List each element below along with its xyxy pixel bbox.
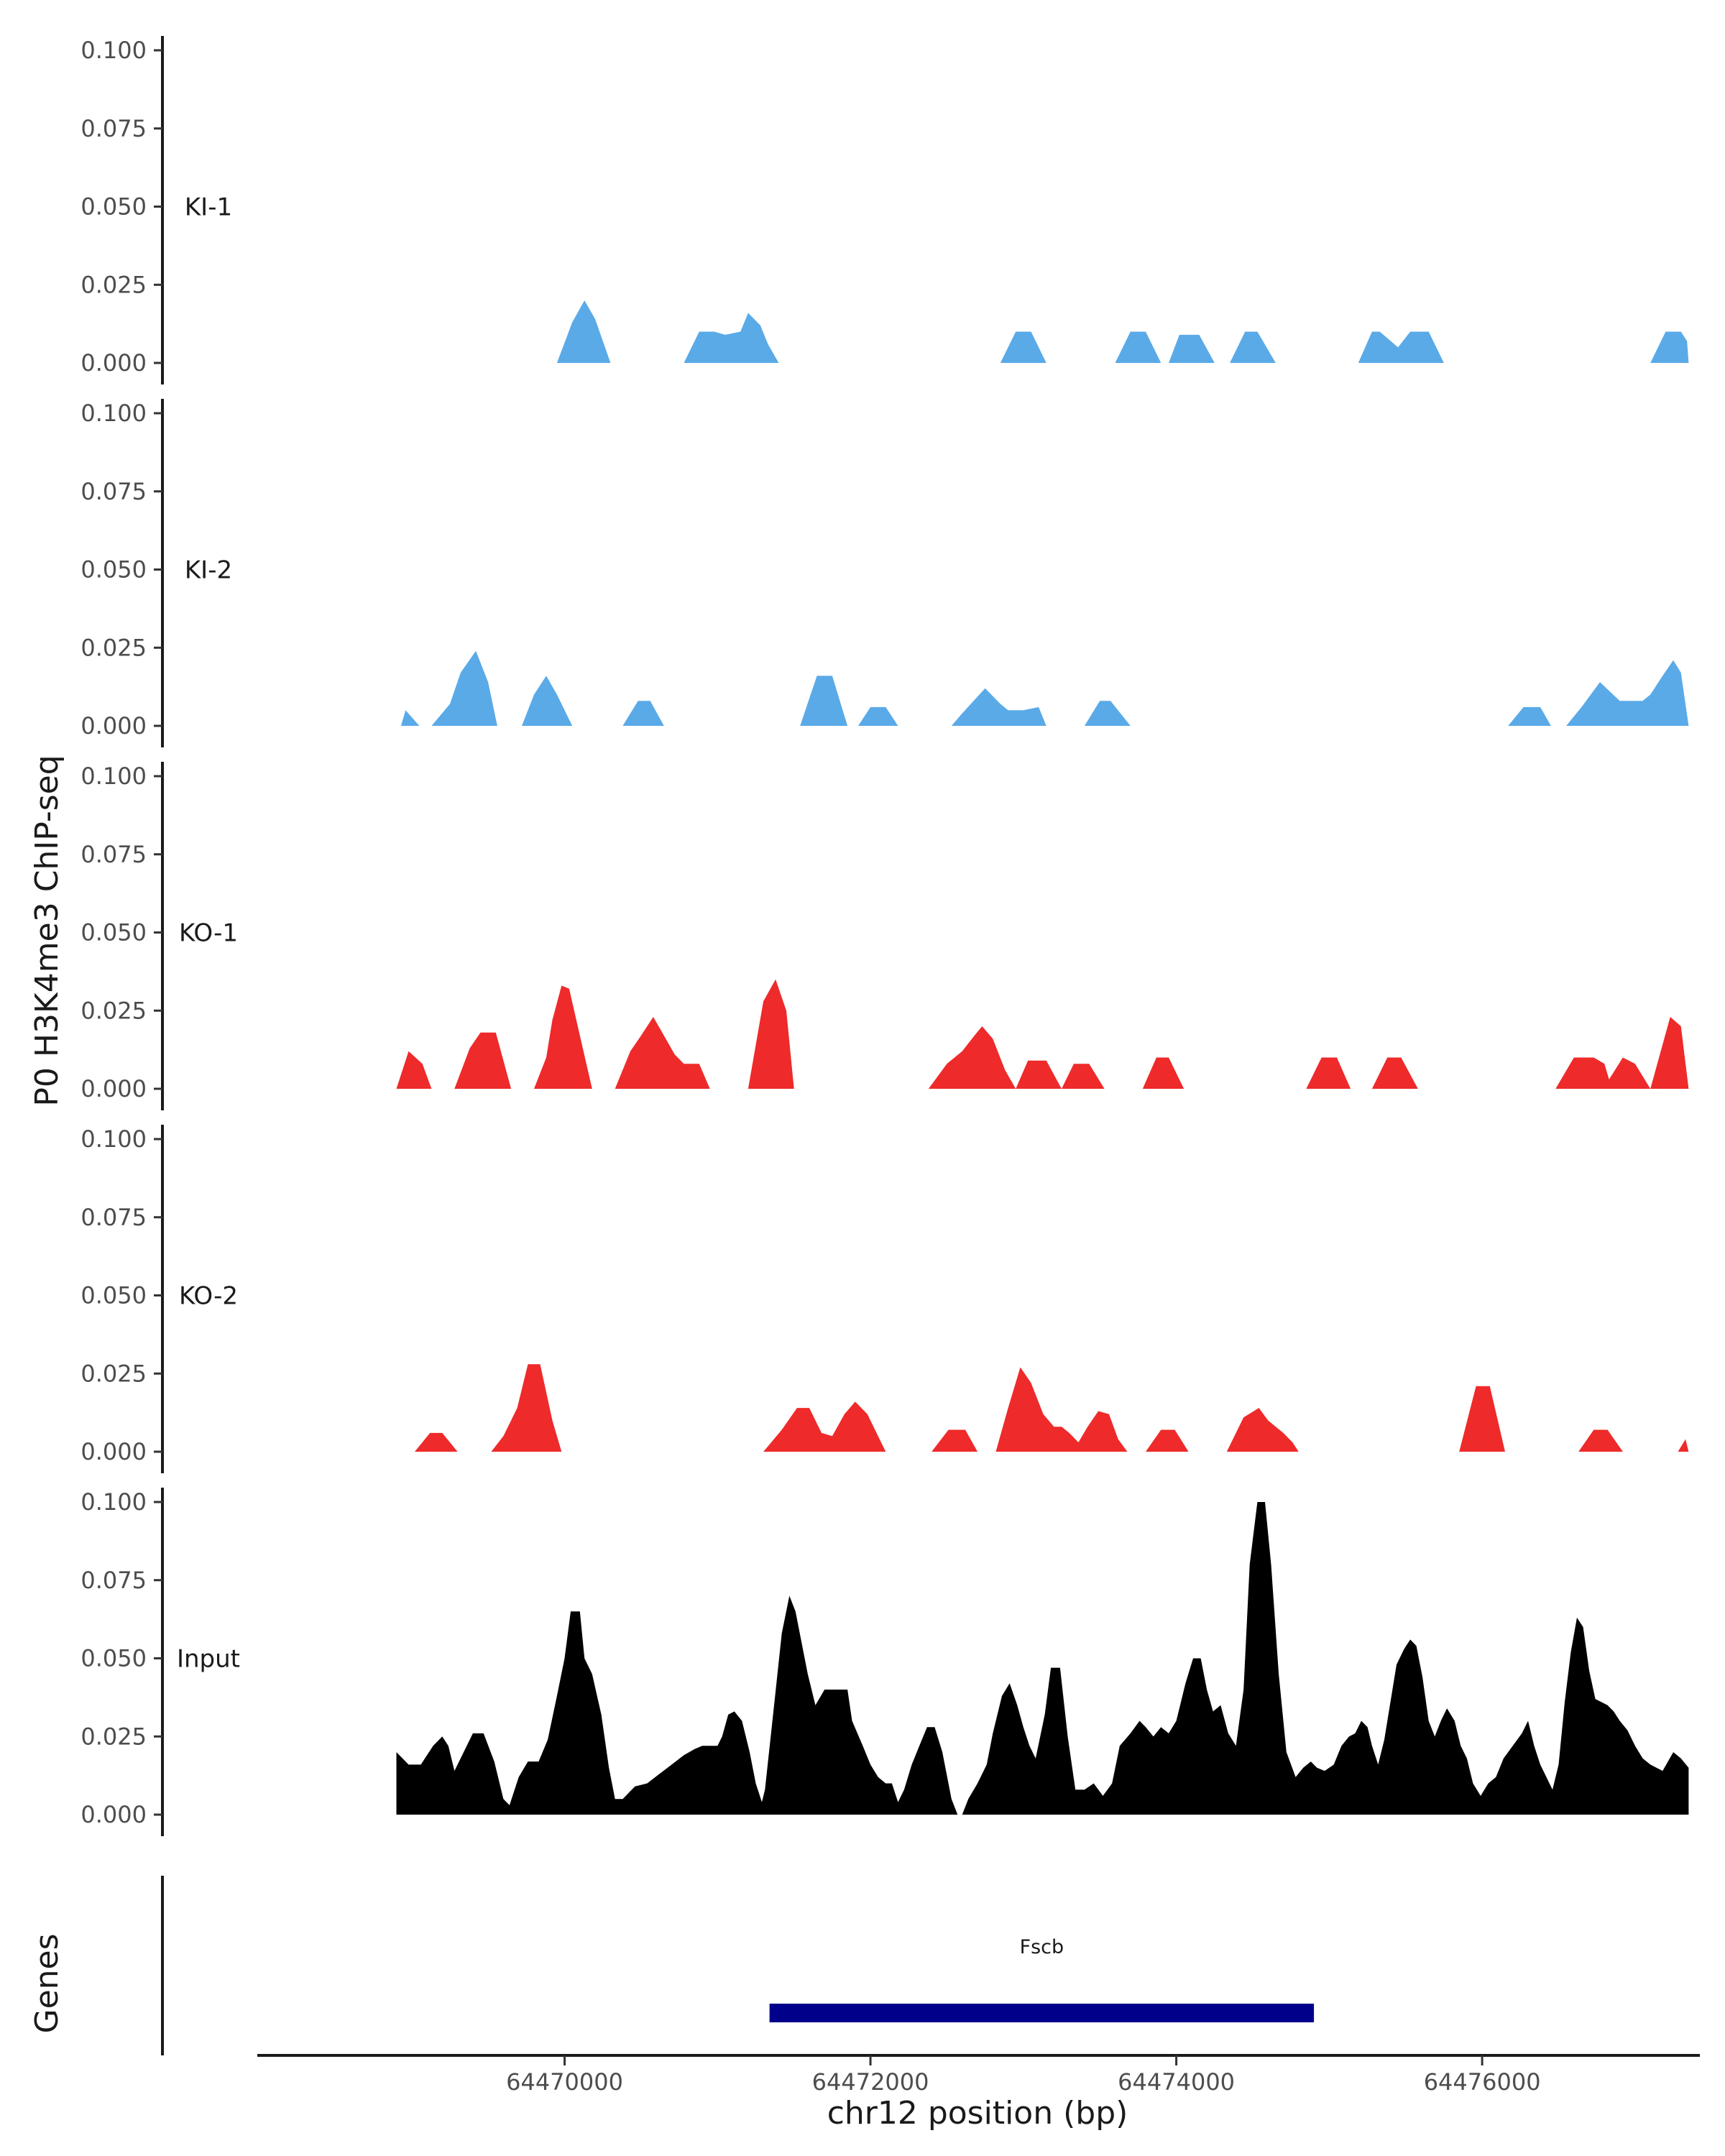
signal-area-ki-1 [556,300,1689,363]
y-tick-label: 0.100 [80,400,147,427]
y-tick-label: 0.000 [80,712,147,740]
y-tick-label: 0.075 [80,841,147,868]
y-tick-label: 0.050 [80,556,147,584]
track-ko-1: 0.000 0.025 0.050 0.075 0.100 KO-1 [80,762,1689,1110]
y-tick-label: 0.000 [80,1075,147,1102]
y-tick-label: 0.000 [80,349,147,377]
y-tick-label: 0.050 [80,919,147,946]
signal-area-ko-2 [415,1364,1689,1452]
track-ko-2: 0.000 0.025 0.050 0.075 0.100 KO-2 [80,1125,1689,1473]
y-tick-label: 0.025 [80,634,147,661]
track-input: 0.000 0.025 0.050 0.075 0.100 Input [80,1488,1689,1836]
y-tick-label: 0.100 [80,763,147,790]
y-tick-label: 0.100 [80,37,147,64]
y-tick-label: 0.025 [80,271,147,298]
y-tick-label: 0.100 [80,1125,147,1153]
track-ki-1: 0.000 0.025 0.050 0.075 0.100 KI-1 [80,36,1689,384]
signal-area-ki-2 [400,650,1689,726]
y-tick-label: 0.050 [80,1282,147,1309]
genes-layer: Fscb 64470000 64472000 64474000 64476000 [161,1876,1700,2096]
y-tick-label: 0.075 [80,1567,147,1594]
signal-area-input [396,1502,1689,1815]
y-tick-label: 0.100 [80,1488,147,1516]
x-tick-label: 64474000 [1118,2068,1235,2096]
x-axis-title: chr12 position (bp) [827,2095,1128,2132]
x-tick-label: 64472000 [812,2068,929,2096]
tracks-layer: 0.0000.0250.0500.0750.100KI-10.0000.0250… [80,36,1689,1836]
y-tick-label: 0.025 [80,1360,147,1387]
y-tick-label: 0.025 [80,997,147,1024]
signal-area-ko-1 [396,979,1689,1089]
track-ki-2: 0.000 0.025 0.050 0.075 0.100 KI-2 [80,399,1689,747]
gene-bar-fscb [769,2004,1315,2022]
y-tick-label: 0.000 [80,1438,147,1465]
track-label: KI-2 [185,556,232,585]
track-label: KO-1 [179,919,238,948]
track-label: KO-2 [179,1282,238,1311]
track-label: KI-1 [185,193,232,222]
y-tick-label: 0.075 [80,115,147,142]
y-tick-label: 0.075 [80,1204,147,1231]
gene-label: Fscb [1020,1936,1064,1958]
y-tick-label: 0.000 [80,1801,147,1828]
y-tick-label: 0.025 [80,1723,147,1750]
x-tick-label: 64476000 [1424,2068,1541,2096]
track-label: Input [177,1645,240,1674]
y-tick-label: 0.050 [80,1645,147,1672]
y-tick-label: 0.075 [80,478,147,505]
y-tick-label: 0.050 [80,193,147,221]
y-axis-title: P0 H3K4me3 ChIP-seq [29,755,65,1106]
x-tick-label: 64470000 [506,2068,623,2096]
genes-axis-title: Genes [29,1933,65,2033]
